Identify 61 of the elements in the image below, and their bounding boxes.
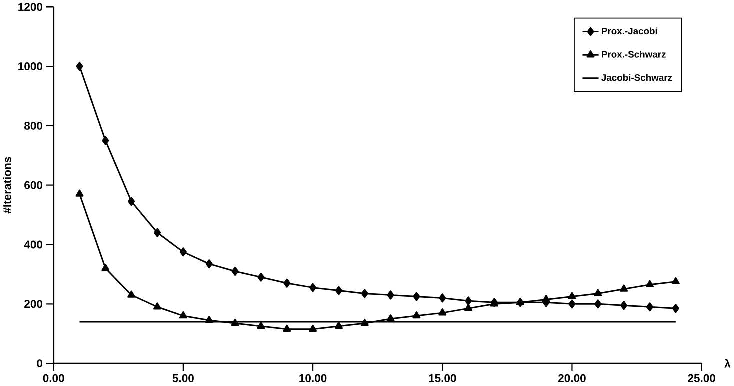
point xyxy=(334,322,343,330)
point xyxy=(258,273,265,282)
point xyxy=(646,280,654,288)
point xyxy=(76,62,84,72)
point xyxy=(102,136,110,146)
point xyxy=(464,304,473,312)
legend-label: Prox.-Schwarz xyxy=(602,51,666,58)
point xyxy=(257,322,266,330)
point xyxy=(360,319,369,326)
y-tick-label: 600 xyxy=(24,182,43,190)
y-tick-label: 1000 xyxy=(18,62,43,71)
x-tick-label: 25.00 xyxy=(688,374,716,383)
point xyxy=(309,325,318,332)
point xyxy=(542,295,550,303)
point xyxy=(568,300,576,309)
x-tick-label: 0.00 xyxy=(43,374,64,383)
point xyxy=(672,278,680,285)
point xyxy=(361,289,368,299)
point xyxy=(413,292,420,302)
point xyxy=(284,279,291,288)
point xyxy=(102,264,110,272)
point xyxy=(128,290,136,298)
point xyxy=(154,302,162,310)
point xyxy=(672,304,680,314)
y-tick-label: 1200 xyxy=(18,3,43,12)
y-tick-label: 400 xyxy=(24,240,43,249)
legend-label: Prox.-Jacobi xyxy=(602,28,658,35)
x-tick-label: 10.00 xyxy=(300,374,327,383)
y-tick-label: 800 xyxy=(24,122,43,130)
point xyxy=(128,197,136,206)
point xyxy=(438,308,447,316)
x-tick-label: 20.00 xyxy=(558,374,586,383)
point xyxy=(620,301,628,310)
point xyxy=(283,325,292,332)
point xyxy=(620,285,628,292)
point xyxy=(179,312,188,319)
point xyxy=(232,267,239,276)
point xyxy=(386,314,395,322)
x-tick-label: 15.00 xyxy=(429,374,456,383)
y-axis-title: #Iterations xyxy=(3,158,12,214)
point xyxy=(646,302,654,312)
point xyxy=(464,296,472,306)
point xyxy=(206,260,213,269)
point xyxy=(335,286,343,296)
x-tick-label: 5.00 xyxy=(172,374,194,383)
legend-label: Jacobi-Schwarz xyxy=(602,74,672,82)
point xyxy=(412,312,421,319)
point xyxy=(594,289,602,297)
point xyxy=(594,300,602,309)
point xyxy=(309,284,317,293)
point xyxy=(387,290,394,300)
point xyxy=(568,292,576,300)
point xyxy=(439,294,446,303)
point xyxy=(231,319,240,326)
point xyxy=(180,248,188,257)
y-tick-label: 0 xyxy=(37,360,43,368)
point xyxy=(205,316,214,324)
point xyxy=(154,228,162,238)
y-tick-label: 200 xyxy=(24,300,43,308)
point xyxy=(76,190,84,198)
x-axis-title: λ xyxy=(724,360,731,368)
